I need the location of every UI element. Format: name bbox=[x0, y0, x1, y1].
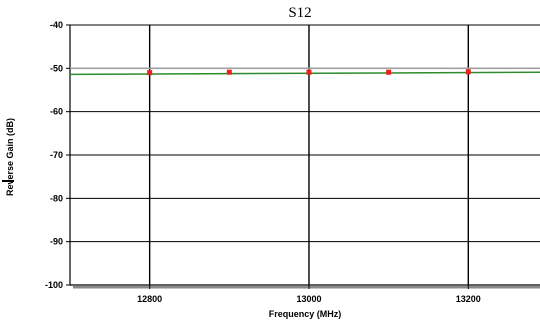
data-point-marker bbox=[147, 70, 153, 76]
axis-marker bbox=[2, 180, 14, 182]
data-point-marker bbox=[465, 69, 471, 75]
y-tick-label: -50 bbox=[50, 63, 63, 73]
y-tick-label: -70 bbox=[50, 150, 63, 160]
x-tick-label: 13000 bbox=[296, 294, 321, 304]
data-point-marker bbox=[226, 69, 232, 75]
chart-title: S12 bbox=[288, 5, 311, 21]
y-tick-label: -40 bbox=[50, 20, 63, 30]
x-tick-label: 13200 bbox=[456, 294, 481, 304]
x-axis-label: Frequency (MHz) bbox=[269, 309, 342, 319]
x-axis-shadow bbox=[73, 286, 540, 289]
x-tick-label: 12800 bbox=[137, 294, 162, 304]
plot-area: -40 -50 -60 -70 -80 -90 -100 12800 13000 13200 bbox=[45, 20, 540, 304]
y-tick-label: -100 bbox=[45, 280, 63, 290]
y-axis-label: Reverse Gain (dB) bbox=[5, 118, 15, 196]
y-tick-label: -90 bbox=[50, 237, 63, 247]
y-tick-label: -80 bbox=[50, 193, 63, 203]
data-point-marker bbox=[306, 69, 312, 75]
y-tick-label: -60 bbox=[50, 107, 63, 117]
data-point-marker bbox=[386, 69, 392, 75]
